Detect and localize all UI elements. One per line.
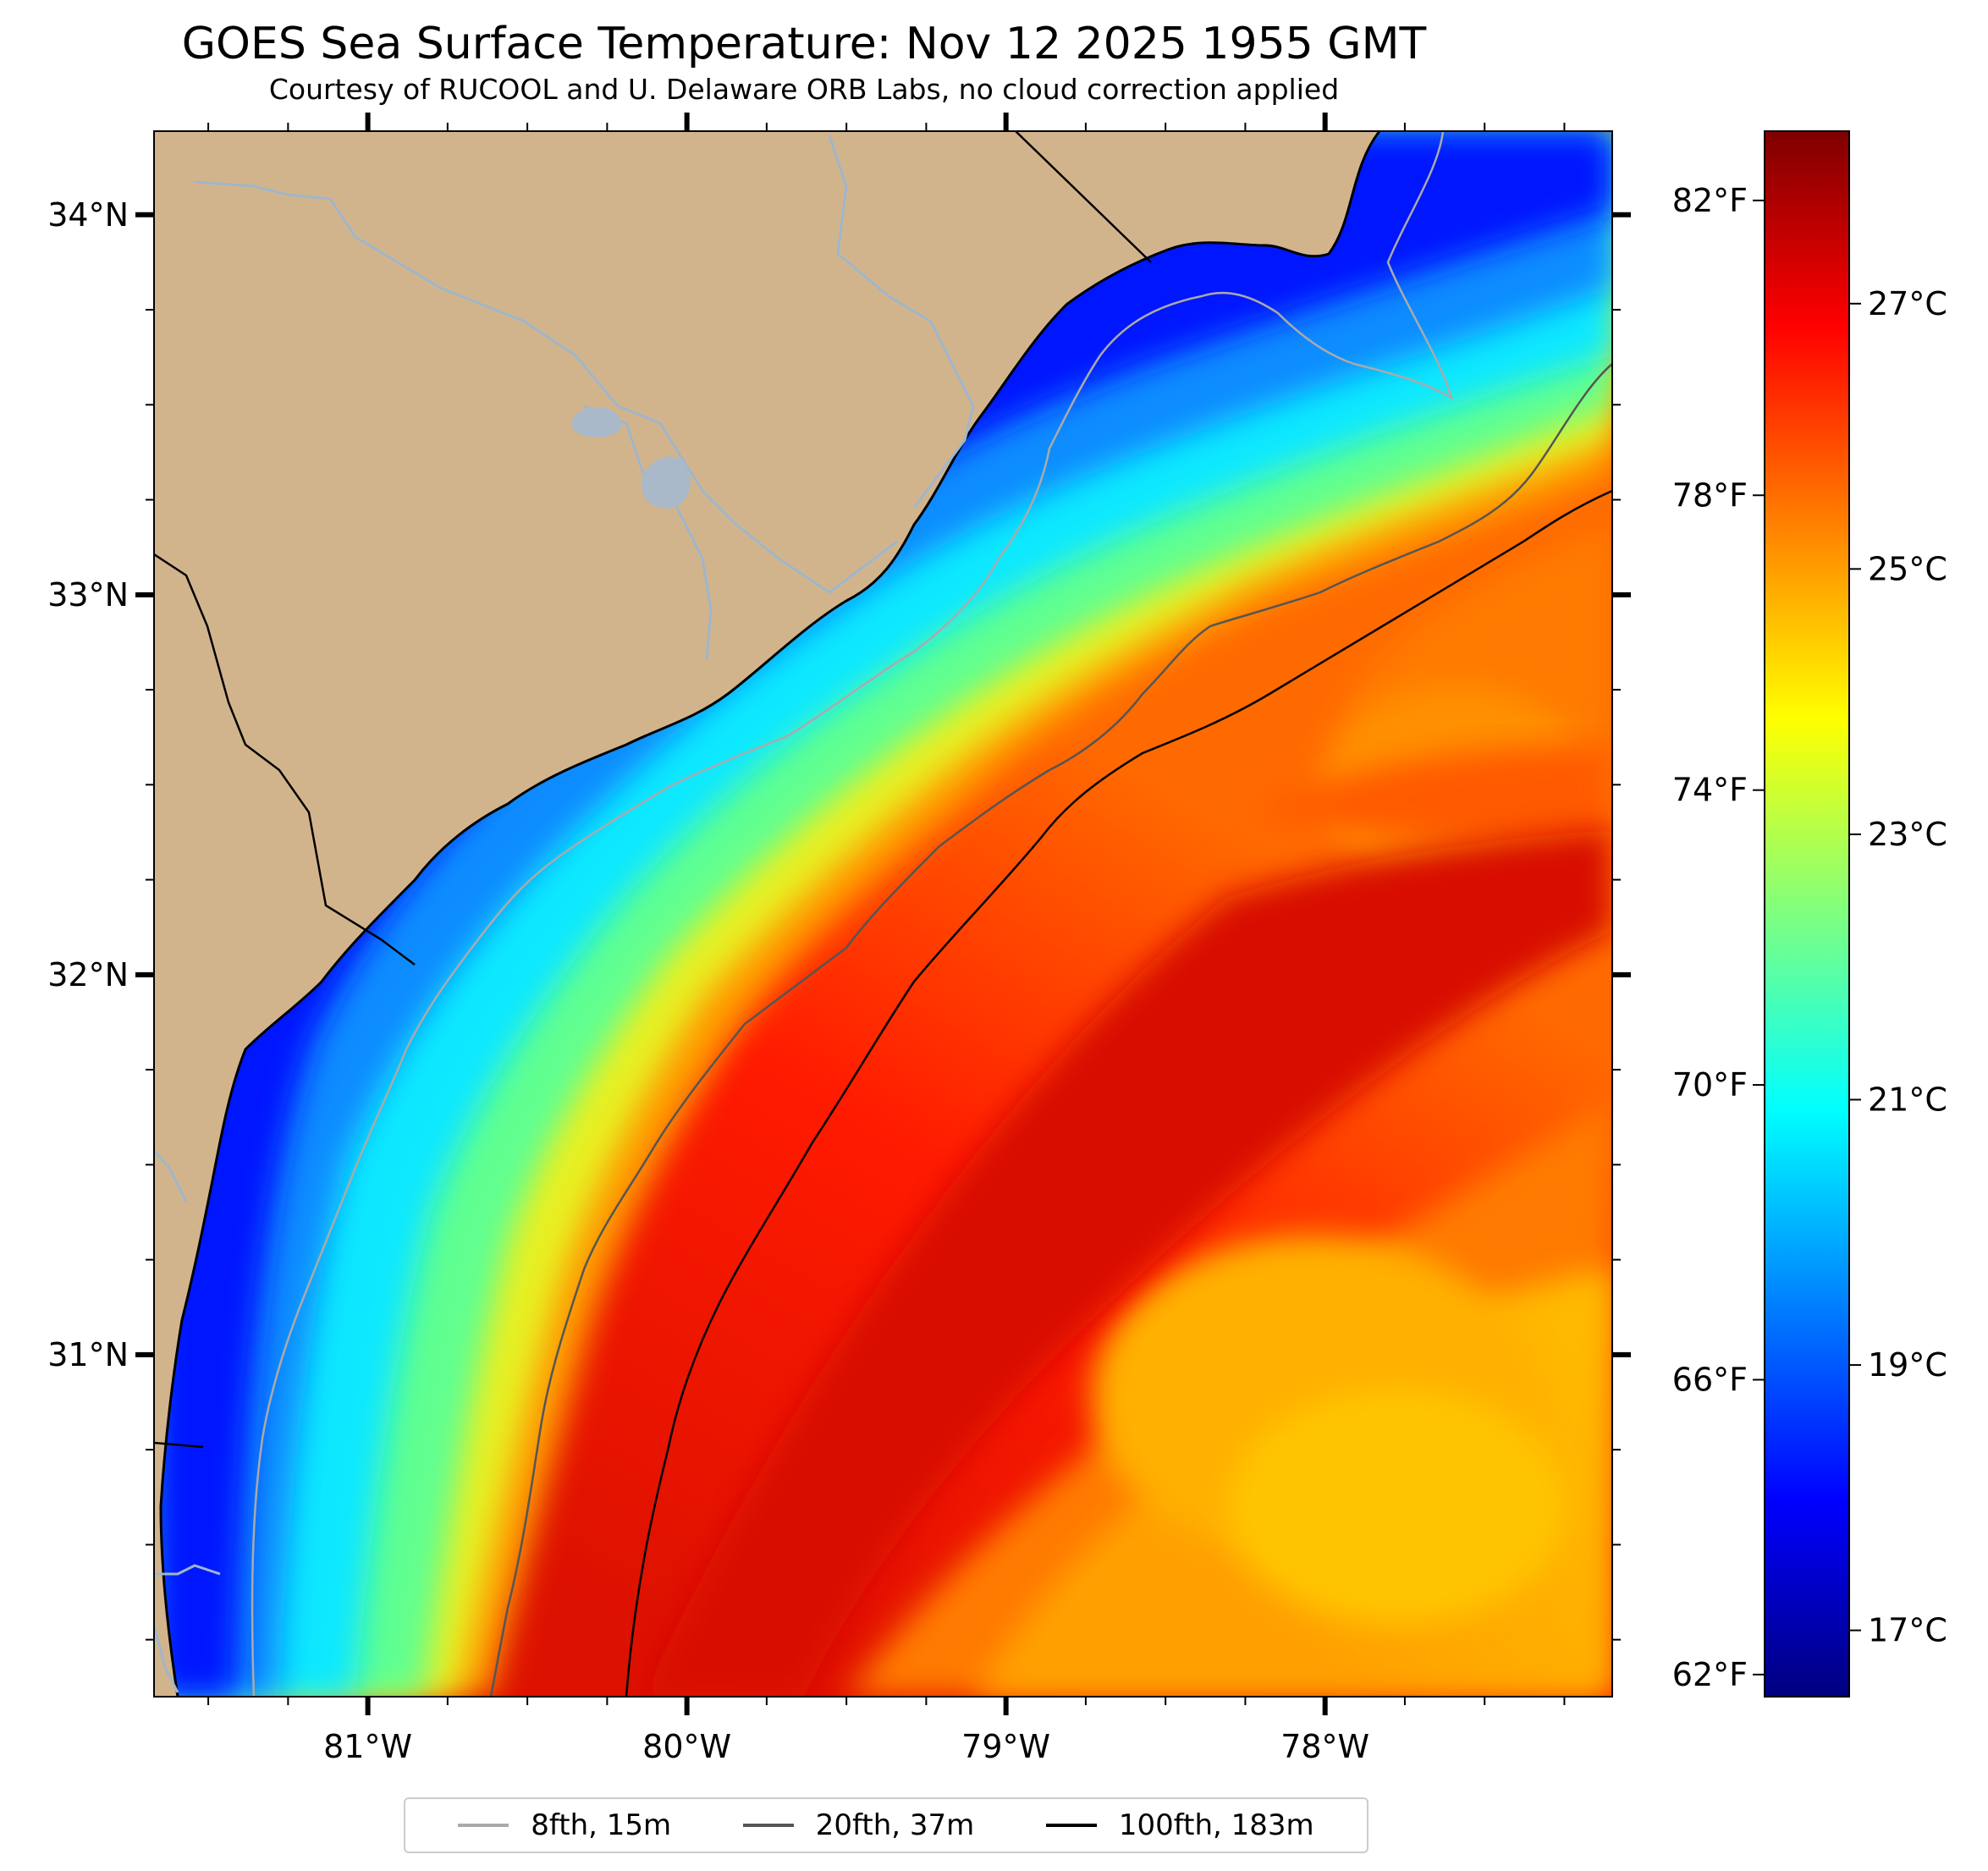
fahrenheit-tick-label-5: 62°F xyxy=(1672,1656,1748,1693)
state-border-sc-ga xyxy=(154,553,416,966)
isobath-legend: 8fth, 15m 20fth, 37m 100fth, 183m xyxy=(404,1797,1368,1853)
latitude-axis: 34°N 33°N 32°N 31°N xyxy=(47,196,1631,1641)
fahrenheit-tick-label-1: 78°F xyxy=(1672,476,1748,514)
lon-tick-label-3: 78°W xyxy=(1280,1728,1369,1765)
legend-swatch-100fth xyxy=(1045,1824,1097,1827)
map-frame xyxy=(153,130,1613,1698)
legend-label-20fth: 20fth, 37m xyxy=(815,1808,975,1842)
colorbar-fahrenheit-axis: 82°F 78°F 74°F 70°F 66°F 62°F xyxy=(1672,182,1765,1693)
lat-tick-label-3: 31°N xyxy=(47,1336,129,1373)
lake-marion xyxy=(642,456,691,509)
legend-item-8fth: 8fth, 15m xyxy=(458,1808,671,1842)
celsius-tick-label-0: 27°C xyxy=(1868,285,1947,322)
isobath-8fth xyxy=(251,131,1454,1697)
celsius-tick-label-2: 23°C xyxy=(1868,816,1947,853)
celsius-tick-label-1: 25°C xyxy=(1868,550,1947,587)
fahrenheit-tick-label-3: 70°F xyxy=(1672,1066,1748,1103)
sst-raster xyxy=(154,131,1612,1697)
chart-subtitle: Courtesy of RUCOOL and U. Delaware ORB L… xyxy=(268,73,1340,106)
celsius-tick-label-5: 17°C xyxy=(1868,1612,1947,1649)
colorbar-celsius-axis: 27°C 25°C 23°C 21°C 19°C 17°C xyxy=(1849,285,1947,1649)
lat-tick-label-0: 34°N xyxy=(47,196,129,234)
lake-moultrie xyxy=(571,407,622,437)
land-mass xyxy=(154,131,1379,1697)
colorbar xyxy=(1764,130,1850,1698)
legend-swatch-8fth xyxy=(458,1824,509,1827)
isobath-100fth xyxy=(625,489,1612,1697)
legend-item-100fth: 100fth, 183m xyxy=(1045,1808,1314,1842)
isobath-20fth xyxy=(489,363,1612,1697)
legend-label-8fth: 8fth, 15m xyxy=(531,1808,672,1842)
state-border-nc-sc xyxy=(1015,131,1152,263)
rivers xyxy=(154,135,975,1693)
legend-label-100fth: 100fth, 183m xyxy=(1118,1808,1314,1842)
lat-tick-label-1: 33°N xyxy=(47,576,129,614)
fahrenheit-tick-label-2: 74°F xyxy=(1672,772,1748,809)
celsius-tick-label-4: 19°C xyxy=(1868,1346,1947,1384)
lat-tick-label-2: 32°N xyxy=(47,956,129,993)
lon-tick-label-1: 80°W xyxy=(642,1728,731,1765)
coastline xyxy=(159,131,1381,1697)
longitude-axis: 81°W 80°W 79°W 78°W xyxy=(207,113,1566,1765)
legend-swatch-20fth xyxy=(742,1824,794,1827)
fahrenheit-tick-label-4: 66°F xyxy=(1672,1361,1748,1398)
legend-item-20fth: 20fth, 37m xyxy=(742,1808,975,1842)
lon-tick-label-2: 79°W xyxy=(961,1728,1050,1765)
fahrenheit-tick-label-0: 82°F xyxy=(1672,182,1748,219)
chart-title: GOES Sea Surface Temperature: Nov 12 202… xyxy=(181,19,1427,69)
lon-tick-label-0: 81°W xyxy=(323,1728,412,1765)
celsius-tick-label-3: 21°C xyxy=(1868,1081,1947,1118)
state-border-ga-fl xyxy=(154,1441,204,1449)
